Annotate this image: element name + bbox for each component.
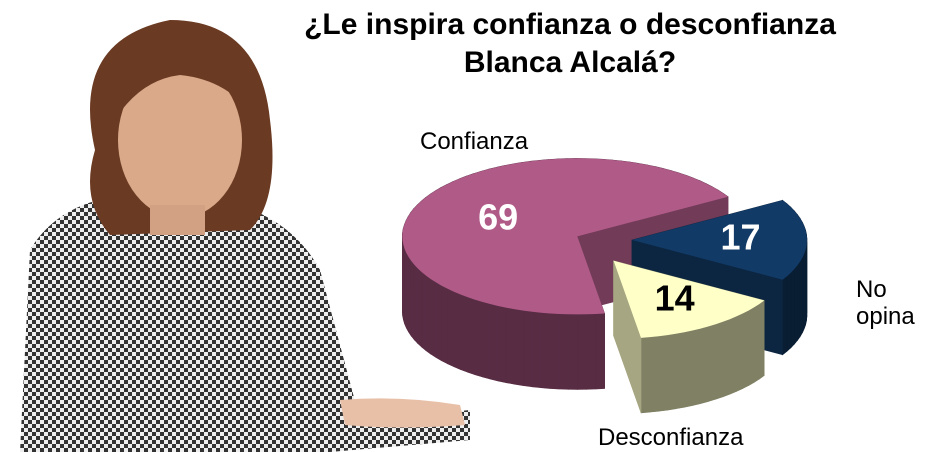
slice-side [586,313,596,390]
slice-side [667,333,677,411]
slice-side [441,285,448,365]
slice-side [722,318,731,398]
slice-side [430,278,437,358]
slice-side [684,330,693,408]
slice-side [460,294,468,373]
slice-side [707,323,716,402]
slice-side [794,264,798,345]
slice-side [474,299,483,378]
slice [402,158,729,390]
slice-side [692,328,701,406]
slice-side [729,315,737,395]
slice-side [799,256,803,338]
value-label: 69 [478,196,518,237]
slice-side [568,313,578,390]
slice-side [497,305,507,384]
slice-side [577,313,587,390]
slice-side [447,288,455,368]
slice-side [748,306,755,387]
slice-top [402,158,728,315]
slice-side [595,313,605,390]
slice-side [700,326,709,404]
slice-side [425,275,432,355]
slice-side [523,310,533,388]
pie: 69 17 14 [402,158,808,414]
slice-side [531,311,542,389]
slice-side [797,260,801,342]
slice-side [417,267,422,348]
slice-side [558,313,569,390]
slice-side [435,281,442,362]
category-label: No opina [856,276,915,330]
slice [613,260,765,414]
slice-side [759,299,765,380]
slice-side [421,271,427,352]
slice-side [753,303,760,383]
slice-side [453,291,461,370]
slice-side [506,307,516,385]
slice-side [549,313,560,390]
slice-side [658,334,668,412]
slice-top [632,200,807,280]
slice-side [540,312,551,389]
slice-side [782,275,788,356]
slice-side [790,268,795,349]
value-label: 14 [655,277,695,318]
slice-side [736,313,743,392]
slice-side [742,310,749,389]
category-label: Desconfianza [598,424,744,451]
value-label: 17 [720,217,760,258]
photo [20,20,470,452]
slice-side [640,336,651,414]
slice-side [786,272,792,352]
chart-title: ¿Le inspira confianza o desconfianza Bla… [304,8,836,79]
slice-side [715,321,724,400]
category-label: Confianza [420,128,529,155]
slice-side [649,335,659,413]
slice-side [482,301,491,380]
slice-side [675,331,685,410]
slice-side [467,296,475,376]
slice-top [613,260,765,338]
slice-side [489,303,499,382]
slice-side [514,308,524,386]
